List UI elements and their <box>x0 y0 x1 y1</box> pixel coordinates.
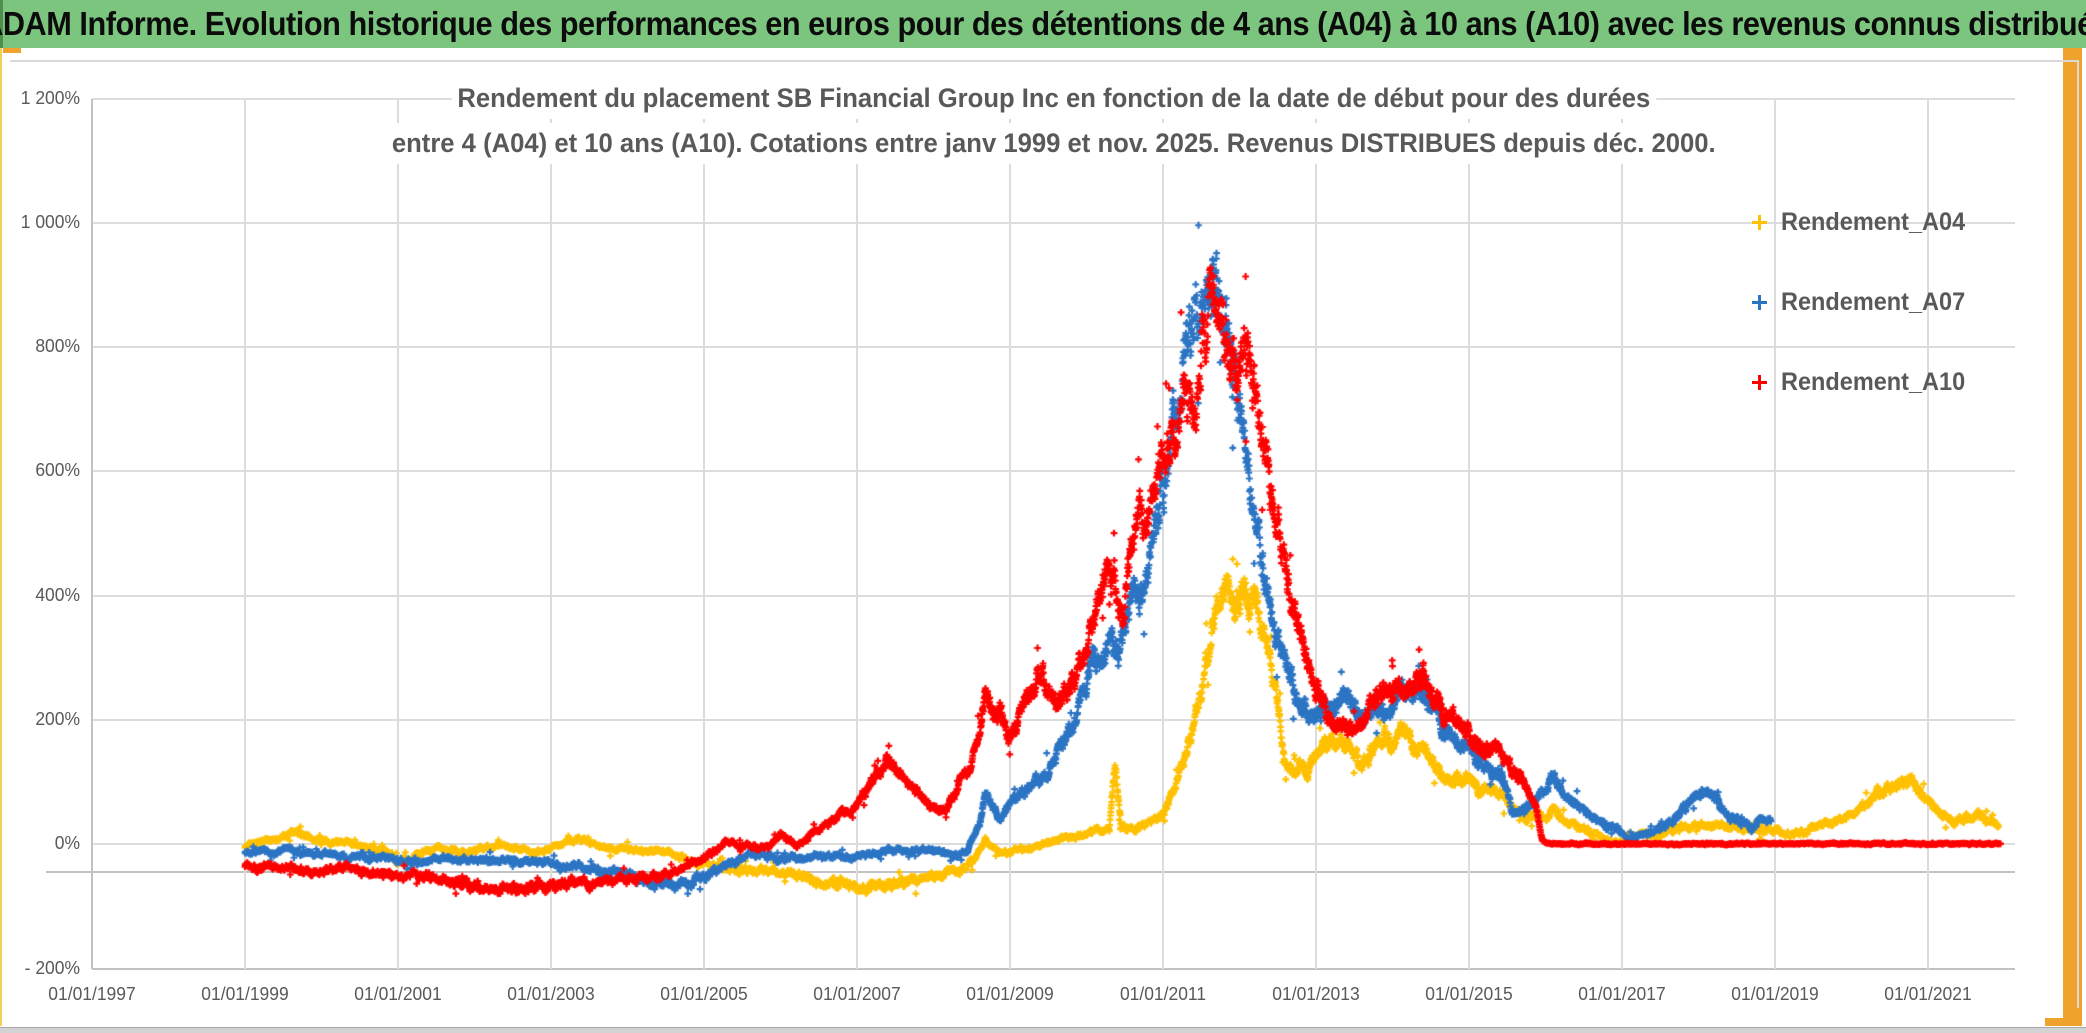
x-axis-tick-label: 01/01/2021 <box>1884 984 1972 1004</box>
banner-title: ADAM Informe. Evolution historique des p… <box>0 5 2086 42</box>
y-axis-tick-label: 1 200% <box>20 87 80 108</box>
legend-item-a04[interactable]: Rendement_A04 <box>1752 208 1977 237</box>
bottom-row-band <box>0 1027 2086 1033</box>
x-axis-tick-label: 01/01/2009 <box>966 984 1054 1004</box>
chart-title: Rendement du placement SB Financial Grou… <box>93 78 2015 168</box>
plus-marker-icon <box>1752 215 1767 230</box>
x-axis-tick-label: 01/01/1997 <box>48 984 136 1004</box>
legend-label: Rendement_A10 <box>1781 368 1966 396</box>
chart-title-line2: entre 4 (A04) et 10 ans (A10). Cotations… <box>386 123 1722 164</box>
chart-border-top <box>10 60 2078 62</box>
x-axis-tick-label: 01/01/1999 <box>201 984 289 1004</box>
x-axis-tick-label: 01/01/2017 <box>1578 984 1666 1004</box>
y-axis-tick-label: 1 000% <box>20 211 80 232</box>
y-axis-tick-label: 0% <box>54 833 80 854</box>
x-axis-tick-label: 01/01/2019 <box>1731 984 1819 1004</box>
x-axis-tick-label: 01/01/2007 <box>813 984 901 1004</box>
legend-label: Rendement_A07 <box>1781 288 1966 316</box>
legend-label: Rendement_A04 <box>1781 208 1966 236</box>
x-axis-tick-label: 01/01/2011 <box>1119 984 1207 1004</box>
x-axis-tick-label: 01/01/2015 <box>1425 984 1513 1004</box>
x-axis-tick-label: 01/01/2003 <box>507 984 595 1004</box>
x-axis-tick-label: 01/01/2013 <box>1272 984 1360 1004</box>
y-axis-tick-label: 400% <box>35 584 80 605</box>
chart-title-line1: Rendement du placement SB Financial Grou… <box>451 78 1657 119</box>
plus-marker-icon <box>1752 295 1767 310</box>
chart-border-right <box>2077 60 2079 1008</box>
y-axis-tick-label: 200% <box>35 709 80 730</box>
scatter-canvas[interactable] <box>92 98 2016 970</box>
left-edge-strip <box>0 48 2 1026</box>
legend-item-a10[interactable]: Rendement_A10 <box>1752 368 1977 397</box>
y-axis-tick-label: - 200% <box>24 957 80 978</box>
x-axis-tick-label: 01/01/2001 <box>354 984 442 1004</box>
banner: ADAM Informe. Evolution historique des p… <box>0 0 2086 48</box>
x-axis-tick-label: 01/01/2005 <box>660 984 748 1004</box>
selection-border-corner <box>3 48 21 53</box>
y-axis-tick-label: 600% <box>35 460 80 481</box>
selection-border-foot <box>2045 1018 2082 1026</box>
legend-item-a07[interactable]: Rendement_A07 <box>1752 288 1977 317</box>
plus-marker-icon <box>1752 375 1767 390</box>
y-axis-tick-label: 800% <box>35 336 80 357</box>
